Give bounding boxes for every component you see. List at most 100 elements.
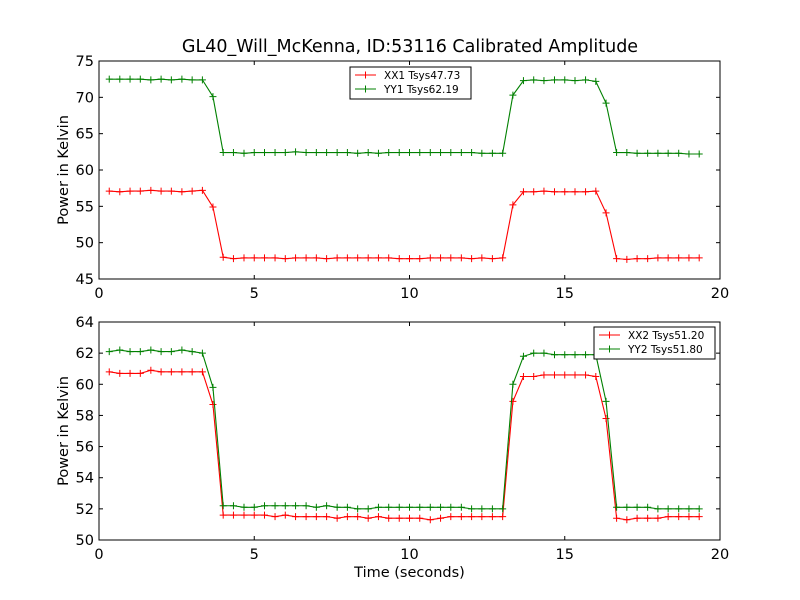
data-point bbox=[654, 149, 662, 157]
y-tick-label: 54 bbox=[76, 471, 94, 487]
data-point bbox=[333, 514, 341, 522]
data-point bbox=[343, 513, 351, 521]
data-point bbox=[271, 502, 279, 510]
data-point bbox=[354, 149, 362, 157]
data-point bbox=[312, 503, 320, 511]
data-point bbox=[447, 503, 455, 511]
data-point bbox=[271, 513, 279, 521]
data-point bbox=[178, 75, 186, 83]
subplot-top: 0 5 10 15 20 45 50 55 60 65 70 75 Power in Kelvin XX1… bbox=[56, 54, 729, 302]
y-tick-label: 65 bbox=[76, 127, 94, 143]
data-point bbox=[519, 77, 527, 85]
y-tick-label: 70 bbox=[76, 90, 94, 106]
data-point bbox=[561, 188, 569, 196]
data-point bbox=[105, 348, 113, 356]
data-point bbox=[240, 149, 248, 157]
data-point bbox=[261, 511, 268, 519]
data-point bbox=[416, 149, 424, 157]
y-tick-label: 62 bbox=[76, 346, 94, 362]
legend-marker bbox=[606, 345, 613, 353]
data-point bbox=[551, 76, 558, 84]
data-point bbox=[157, 348, 165, 356]
x-axis-label: Time (seconds) bbox=[353, 565, 465, 581]
x-tick-label: 20 bbox=[711, 286, 729, 302]
data-point bbox=[654, 254, 662, 262]
y-tick-label: 55 bbox=[76, 199, 94, 215]
y-axis-label: Power in Kelvin bbox=[56, 376, 72, 486]
data-point bbox=[105, 75, 113, 83]
x-tick-label: 10 bbox=[400, 547, 418, 563]
data-point bbox=[602, 397, 610, 405]
data-point bbox=[509, 91, 517, 99]
data-point bbox=[695, 150, 703, 158]
data-point bbox=[561, 351, 569, 359]
data-point bbox=[623, 255, 631, 263]
data-point bbox=[644, 503, 652, 511]
data-point bbox=[530, 188, 538, 196]
data-point bbox=[468, 149, 476, 157]
data-point bbox=[499, 149, 507, 157]
series-yy bbox=[105, 346, 703, 513]
data-point bbox=[426, 516, 434, 524]
legend-label: YY2 Tsys51.80 bbox=[627, 344, 703, 356]
y-tick-label: 64 bbox=[76, 315, 94, 331]
data-point bbox=[281, 149, 289, 157]
data-point bbox=[602, 415, 610, 423]
data-point bbox=[395, 503, 403, 511]
data-point bbox=[633, 255, 641, 263]
data-point bbox=[582, 188, 590, 196]
data-point bbox=[457, 254, 465, 262]
data-point bbox=[240, 503, 248, 511]
data-point bbox=[136, 348, 144, 356]
legend-marker bbox=[606, 331, 613, 339]
y-axis-label: Power in Kelvin bbox=[56, 115, 72, 225]
data-point bbox=[136, 187, 144, 195]
data-point bbox=[426, 149, 434, 157]
data-point bbox=[437, 254, 445, 262]
data-point bbox=[178, 346, 186, 354]
data-point bbox=[292, 502, 300, 510]
data-point bbox=[488, 513, 496, 521]
data-point bbox=[364, 254, 372, 262]
data-point bbox=[147, 76, 155, 84]
data-point bbox=[530, 76, 538, 84]
data-point bbox=[602, 99, 610, 107]
data-point bbox=[229, 502, 237, 510]
data-point bbox=[364, 149, 372, 157]
data-point bbox=[478, 149, 486, 157]
data-point bbox=[219, 511, 227, 519]
data-point bbox=[157, 368, 165, 376]
data-point bbox=[499, 254, 507, 262]
data-point bbox=[457, 513, 465, 521]
data-point bbox=[613, 514, 621, 522]
data-point bbox=[116, 346, 124, 354]
data-point bbox=[219, 253, 227, 261]
data-point bbox=[644, 255, 652, 263]
data-point bbox=[509, 397, 517, 405]
data-point bbox=[561, 76, 569, 84]
data-point bbox=[416, 514, 424, 522]
data-point bbox=[198, 186, 206, 194]
data-point bbox=[302, 149, 310, 157]
data-point bbox=[654, 505, 662, 513]
data-point bbox=[126, 75, 134, 83]
data-point bbox=[571, 371, 579, 379]
data-point bbox=[468, 255, 476, 263]
series-xx bbox=[105, 366, 703, 524]
data-point bbox=[292, 254, 300, 262]
data-point bbox=[281, 502, 289, 510]
data-point bbox=[157, 187, 165, 195]
data-point bbox=[582, 371, 590, 379]
data-point bbox=[188, 76, 196, 84]
data-point bbox=[499, 513, 507, 521]
data-point bbox=[167, 187, 175, 195]
data-point bbox=[457, 503, 465, 511]
data-point bbox=[582, 76, 590, 84]
data-point bbox=[240, 254, 248, 262]
y-tick-label: 50 bbox=[76, 533, 94, 549]
data-point bbox=[178, 188, 186, 196]
data-point bbox=[540, 77, 548, 85]
data-point bbox=[219, 149, 227, 157]
data-point bbox=[354, 254, 362, 262]
